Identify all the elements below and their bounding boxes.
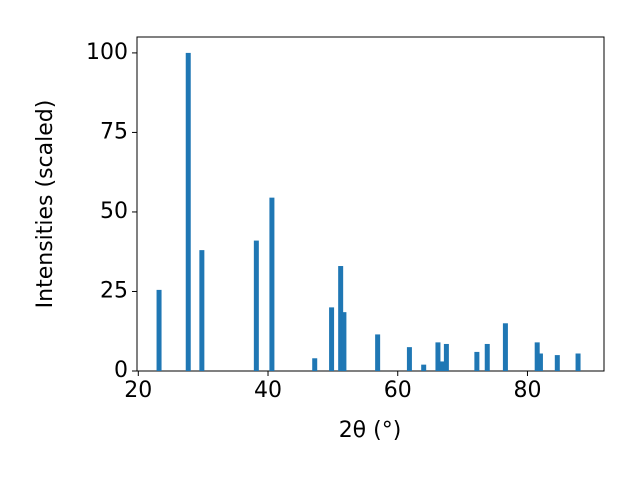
bar [329,307,335,371]
plot-frame [136,36,605,372]
bar [421,364,427,371]
x-tick-label: 60 [384,378,412,403]
bar [443,343,449,371]
bar [375,334,381,371]
y-tick-label: 50 [100,199,128,224]
bar [338,266,344,371]
bar [199,250,205,371]
bar [185,52,191,372]
bar [534,342,540,371]
x-tick-label: 40 [254,378,282,403]
bar [435,342,441,371]
y-tick-label: 75 [100,119,128,144]
bar [156,289,162,371]
y-axis-label: Intensities (scaled) [33,100,58,309]
bar [439,361,445,371]
x-tick-label: 20 [124,378,152,403]
bar [484,343,490,371]
y-tick-label: 0 [114,358,128,383]
bar [474,351,480,371]
bar [575,353,581,371]
y-tick-label: 100 [86,40,128,65]
bar [312,358,318,371]
x-axis-label: 2θ (°) [339,418,402,443]
y-tick-label: 25 [100,278,128,303]
bar [341,312,347,371]
bar [502,323,508,371]
bar [269,197,275,371]
bar [537,353,543,371]
bar [554,355,560,371]
x-tick-label: 80 [513,378,541,403]
bar [253,240,259,371]
bar [406,347,412,371]
